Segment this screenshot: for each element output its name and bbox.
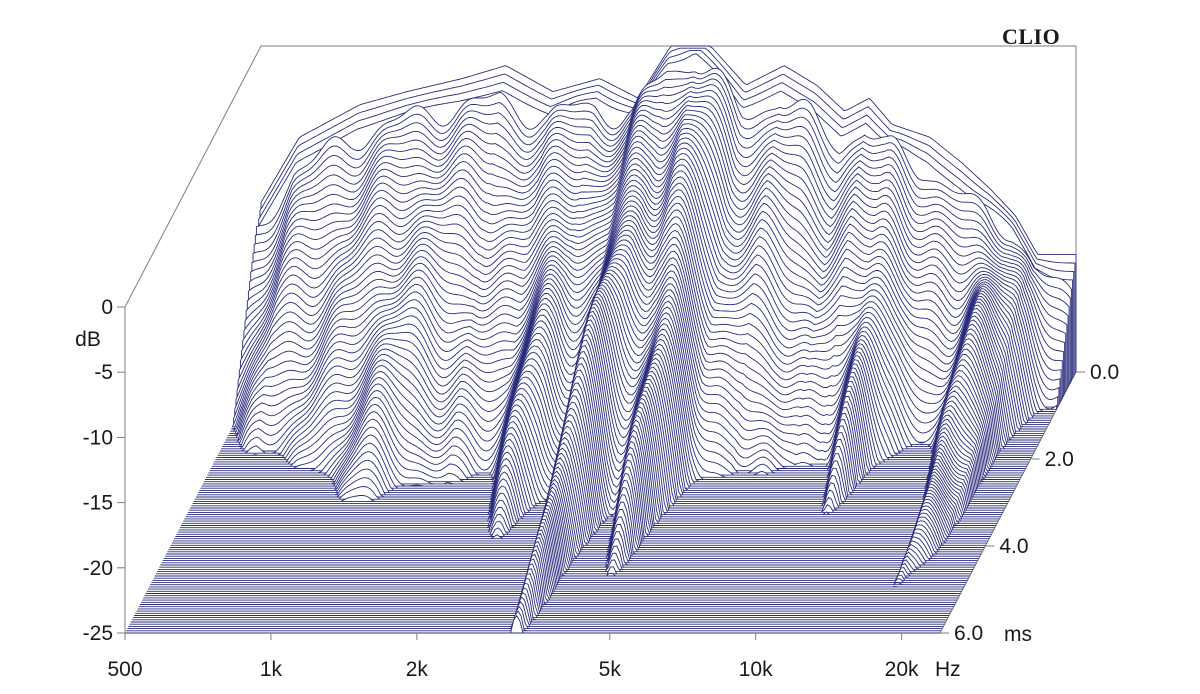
waterfall-slice: [128, 601, 944, 627]
x-axis: 500 1k 2k 5k 10k 20k Hz: [107, 633, 961, 681]
x-tick-label: 1k: [260, 658, 283, 681]
waterfall-slice: [165, 470, 980, 557]
y-axis: 0 -5 -10 -15 -20 -25 dB: [75, 296, 126, 645]
waterfall-slice: [176, 419, 992, 535]
waterfall-slice: [155, 500, 971, 575]
waterfall-slice: [151, 515, 967, 584]
waterfall-slice: [126, 610, 942, 632]
waterfall-slice: [142, 545, 958, 601]
waterfall-slice: [137, 563, 953, 610]
waterfall-slice: [153, 508, 969, 579]
waterfall-slice: [154, 504, 970, 577]
y-tick-label: -15: [83, 492, 113, 515]
waterfall-slice: [125, 614, 940, 634]
x-tick-label: 2k: [406, 658, 429, 681]
x-tick-label: 10k: [739, 658, 773, 681]
y-tick-label: -5: [94, 361, 113, 384]
waterfall-slices: [125, 45, 1077, 634]
waterfall-slice: [149, 522, 964, 588]
x-tick-label: 20k: [885, 658, 919, 681]
waterfall-slice: [145, 532, 961, 594]
waterfall-slice: [143, 540, 959, 599]
y-axis-label: dB: [75, 328, 101, 351]
waterfall-slice: [130, 591, 946, 623]
x-axis-unit: Hz: [935, 658, 961, 681]
z-axis: 0.0 2.0 4.0 6.0 ms: [940, 361, 1119, 646]
waterfall-slice: [175, 425, 991, 537]
waterfall-slice: [161, 482, 977, 564]
z-axis-unit: ms: [1004, 623, 1032, 646]
waterfall-slice: [133, 582, 948, 619]
z-tick-label: 4.0: [999, 535, 1028, 558]
waterfall-slice: [134, 578, 950, 616]
waterfall-slice: [159, 489, 975, 568]
waterfall-slice: [131, 587, 947, 621]
waterfall-slice: [177, 413, 993, 533]
waterfall-slice: [178, 407, 994, 531]
waterfall-slice: [158, 493, 974, 570]
waterfall-slice: [138, 558, 954, 608]
y-tick-label: -20: [83, 557, 113, 580]
z-tick-label: 6.0: [954, 622, 983, 645]
x-tick-label: 5k: [599, 658, 622, 681]
waterfall-slice: [174, 431, 990, 540]
waterfall-slice: [157, 497, 972, 573]
waterfall-slice: [162, 478, 978, 562]
waterfall-slice: [147, 525, 963, 590]
waterfall-slice: [136, 568, 952, 612]
waterfall-slice: [160, 486, 976, 566]
y-tick-label: -25: [83, 622, 113, 645]
waterfall-slice: [152, 511, 968, 581]
z-tick-label: 2.0: [1045, 448, 1074, 471]
waterfall-slice: [150, 518, 966, 586]
clio-logo-text: CLIO: [1002, 24, 1061, 49]
x-tick-label: 500: [107, 658, 142, 681]
z-tick-label: 0.0: [1090, 361, 1119, 384]
waterfall-slice: [146, 529, 962, 592]
waterfall-slice: [135, 573, 951, 614]
waterfall-slice: [127, 605, 943, 630]
waterfall-slice: [163, 474, 979, 559]
waterfall-slice: [129, 596, 945, 625]
waterfall-slice: [139, 553, 955, 605]
waterfall-slice: [141, 549, 956, 603]
waterfall-slice: [144, 536, 960, 597]
y-tick-label: 0: [101, 296, 113, 319]
y-tick-label: -10: [83, 426, 113, 449]
